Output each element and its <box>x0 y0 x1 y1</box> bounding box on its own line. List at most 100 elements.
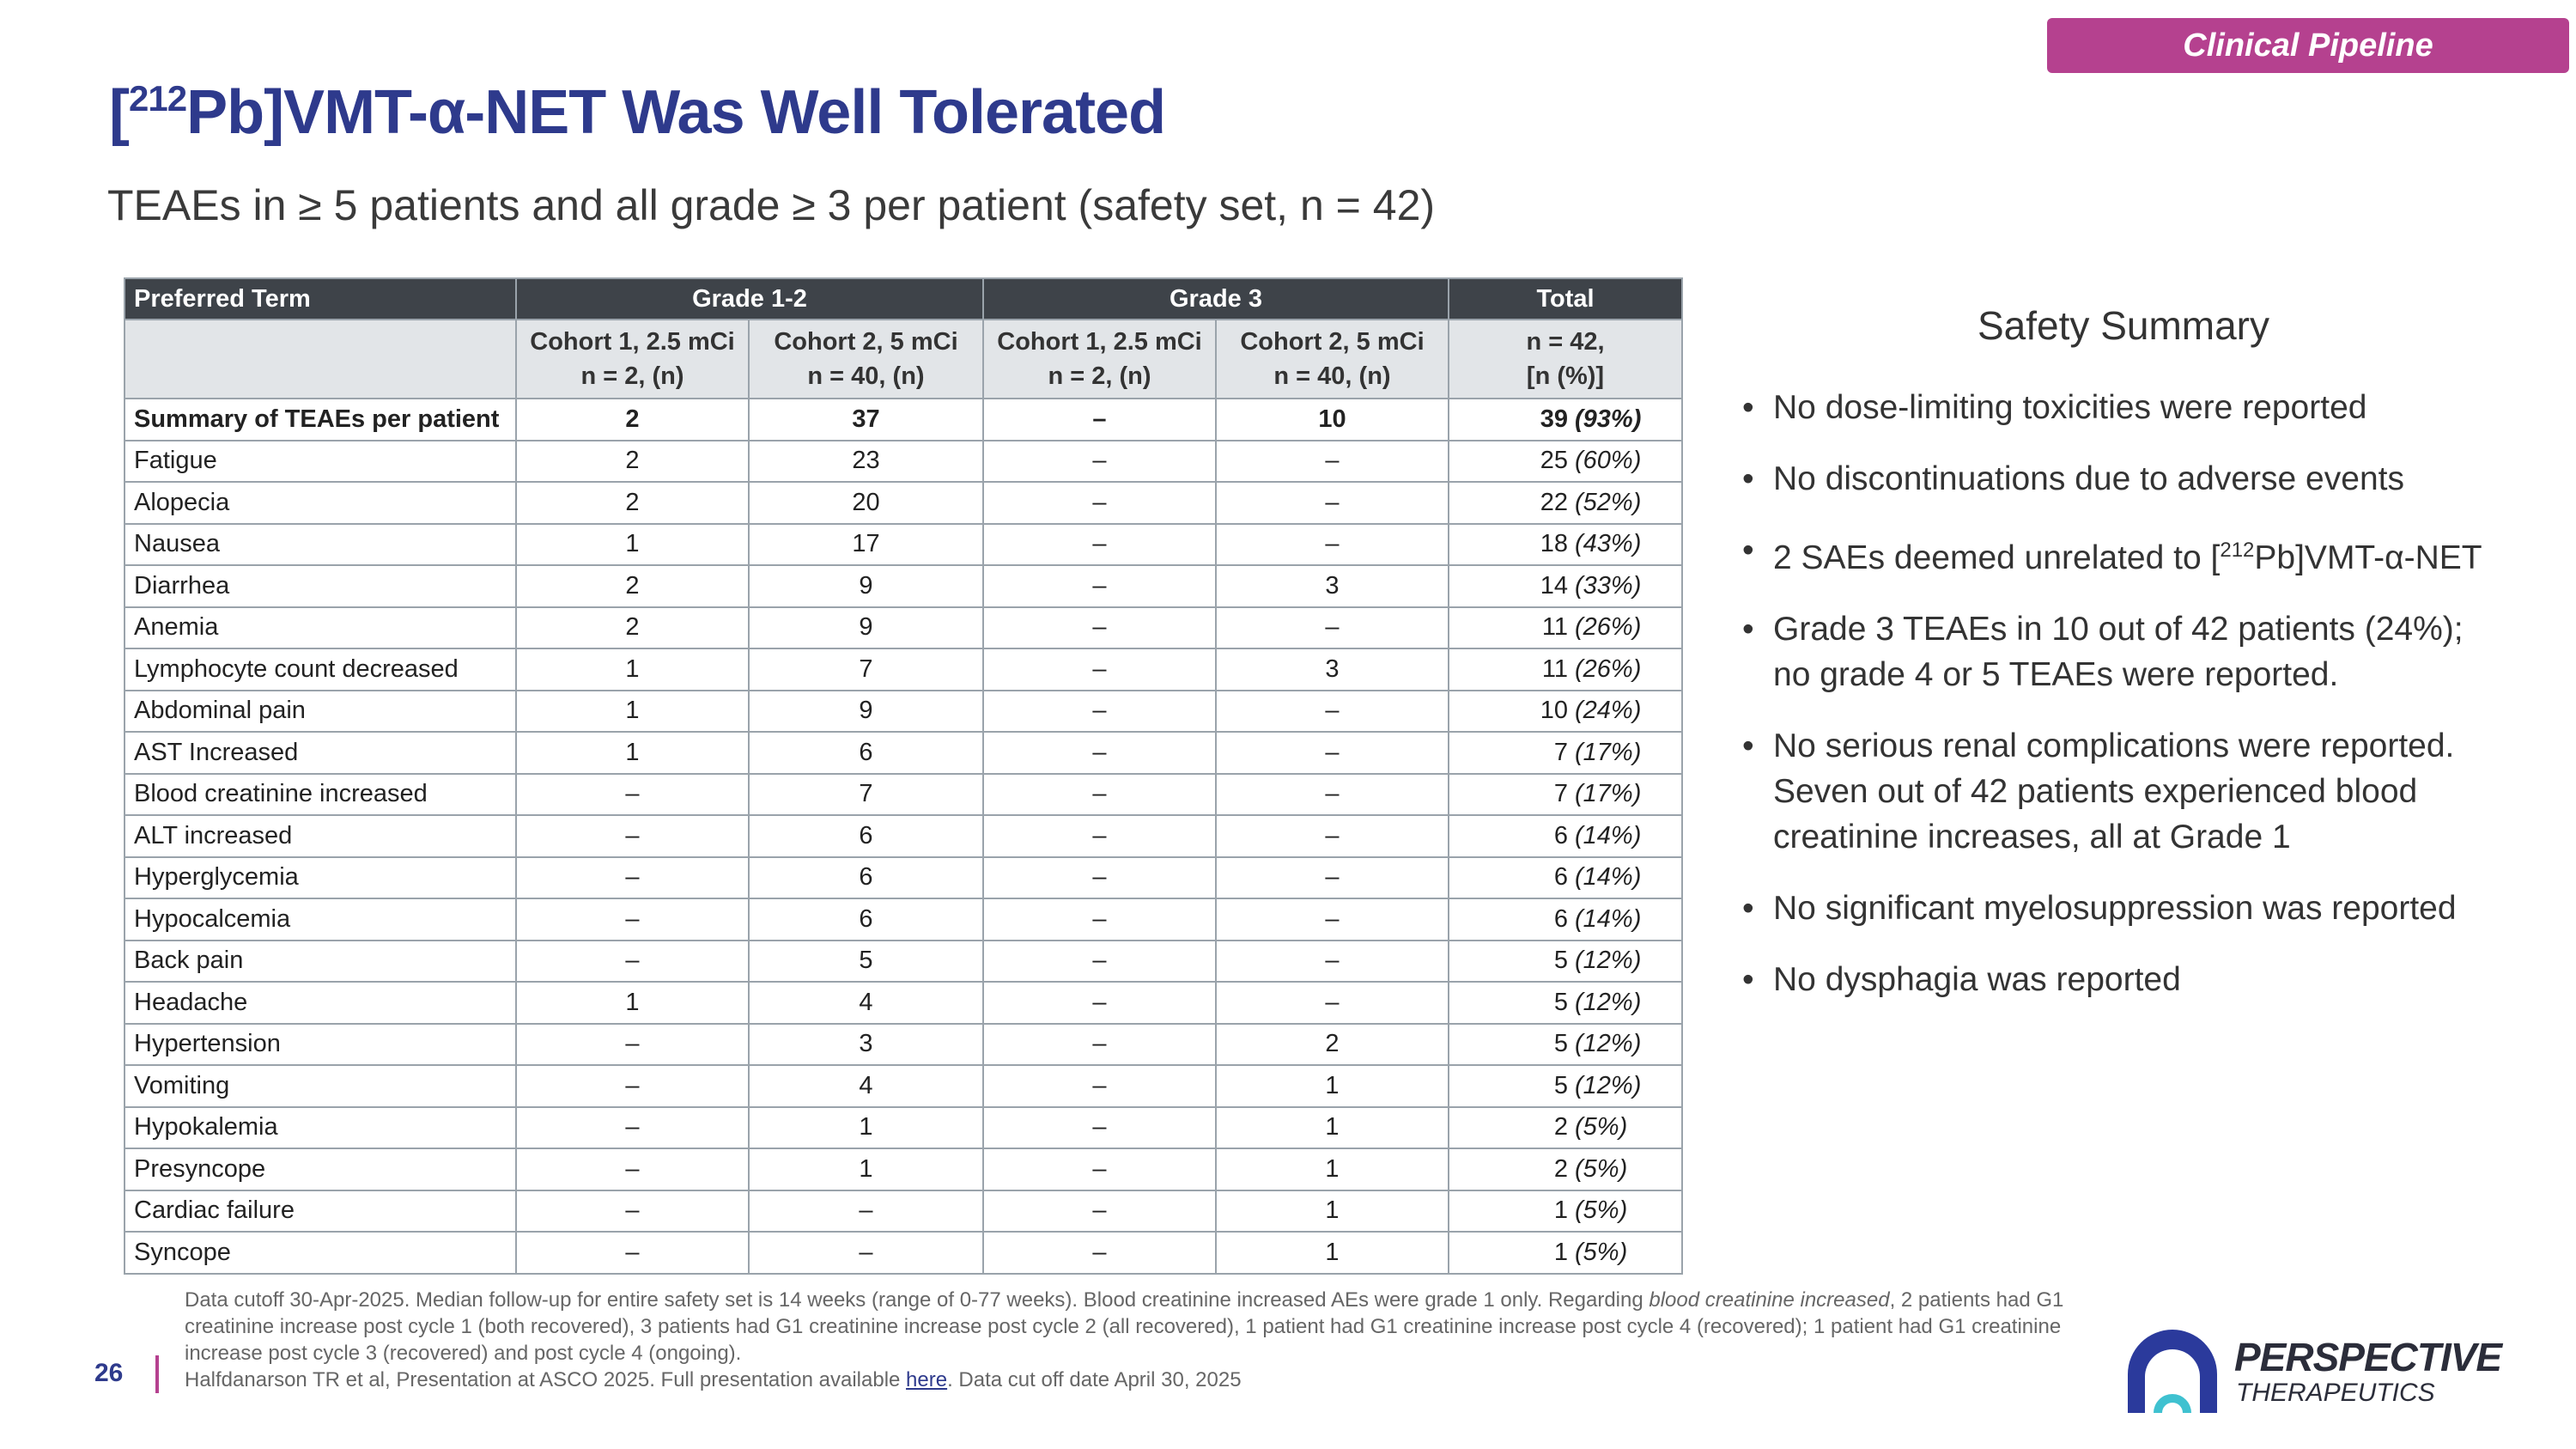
cell-total: 7 (17%) <box>1448 731 1683 775</box>
cell-value: 2 <box>515 398 750 441</box>
cell-total: 6 (14%) <box>1448 855 1683 899</box>
table-row: Back pain –5– –5 (12%) <box>124 939 1683 983</box>
cell-value: 37 <box>748 398 984 441</box>
cell-value: – <box>982 731 1217 775</box>
logo-subtext: THERAPEUTICS <box>2236 1379 2435 1407</box>
cell-value: 6 <box>748 731 984 775</box>
cell-term: Fatigue <box>124 439 517 483</box>
cell-value: – <box>982 648 1217 691</box>
cell-value: – <box>982 1064 1217 1108</box>
cell-value: 17 <box>748 522 984 566</box>
cell-value: – <box>515 1189 750 1233</box>
cell-value: 9 <box>748 689 984 733</box>
cell-value: – <box>982 398 1217 441</box>
cell-term: Hypokalemia <box>124 1105 517 1149</box>
cell-value: – <box>515 1231 750 1275</box>
footnote: Data cutoff 30-Apr-2025. Median follow-u… <box>185 1288 2064 1391</box>
cell-term: Headache <box>124 981 517 1025</box>
table-row: Nausea 1 17– –18 (43%) <box>124 522 1683 566</box>
cell-value: 6 <box>748 814 984 858</box>
cell-value: – <box>982 522 1217 566</box>
cell-term: Diarrhea <box>124 564 517 608</box>
cell-value: 5 <box>748 939 984 983</box>
table-row: Syncope – – –1 1 (5%) <box>124 1231 1683 1275</box>
table-row: Summary of TEAEs per patient 2 37–10 39 (93%… <box>124 398 1683 441</box>
safety-summary-title: Safety Summary <box>1978 303 2269 348</box>
cell-total: 5 (12%) <box>1448 1064 1683 1108</box>
cell-total: 5 (12%) <box>1448 1022 1683 1066</box>
table-row: Hypertension –3–2 5 (12%) <box>124 1022 1683 1066</box>
cell-value: – <box>515 939 750 983</box>
logo-wordmark: PERSPECTIVE <box>2234 1335 2502 1379</box>
cell-value: – <box>1215 855 1449 899</box>
cell-value: – <box>1215 439 1449 483</box>
cell-value: 1 <box>515 648 750 691</box>
subheader-total: n = 42, [n (%)] <box>1448 319 1683 399</box>
cell-value: – <box>982 814 1217 858</box>
cell-value: 7 <box>748 648 984 691</box>
cell-value: – <box>1215 939 1449 983</box>
presentation-link[interactable]: here <box>906 1368 948 1391</box>
cell-value: – <box>982 981 1217 1025</box>
cell-total: 7 (17%) <box>1448 772 1683 816</box>
cell-value: 2 <box>515 439 750 483</box>
cell-value: 4 <box>748 981 984 1025</box>
cell-value: – <box>1215 772 1449 816</box>
cell-total: 11 (26%) <box>1448 606 1683 649</box>
cell-total: 11 (26%) <box>1448 648 1683 691</box>
table-row: Anemia 2 9– –11 (26%) <box>124 606 1683 649</box>
cell-total: 6 (14%) <box>1448 814 1683 858</box>
header-preferred-term: Preferred Term <box>124 277 517 320</box>
cell-total: 2 (5%) <box>1448 1148 1683 1191</box>
cell-value: 1 <box>1215 1064 1449 1108</box>
cell-value: – <box>982 481 1217 525</box>
cell-term: Anemia <box>124 606 517 649</box>
cell-value: 6 <box>748 855 984 899</box>
cell-value: – <box>515 1064 750 1108</box>
cell-value: – <box>1215 814 1449 858</box>
cell-value: – <box>982 439 1217 483</box>
cell-total: 1 (5%) <box>1448 1231 1683 1275</box>
cell-value: 23 <box>748 439 984 483</box>
cell-value: – <box>515 898 750 941</box>
cell-value: – <box>515 1148 750 1191</box>
logo-mark-icon <box>2128 1330 2217 1413</box>
cell-total: 10 (24%) <box>1448 689 1683 733</box>
cell-value: 2 <box>515 564 750 608</box>
subheader-empty <box>124 319 517 399</box>
list-item: No discontinuations due to adverse event… <box>1742 456 2532 502</box>
cell-value: – <box>1215 731 1449 775</box>
cell-term: AST Increased <box>124 731 517 775</box>
cell-term: Presyncope <box>124 1148 517 1191</box>
cell-value: – <box>748 1189 984 1233</box>
cell-value: – <box>1215 606 1449 649</box>
cell-value: – <box>1215 481 1449 525</box>
cell-value: – <box>982 689 1217 733</box>
cell-value: – <box>748 1231 984 1275</box>
cell-total: 5 (12%) <box>1448 939 1683 983</box>
cell-value: – <box>1215 689 1449 733</box>
cell-value: 1 <box>515 522 750 566</box>
section-badge: Clinical Pipeline <box>2047 18 2569 73</box>
cell-value: 1 <box>515 981 750 1025</box>
cell-term: Vomiting <box>124 1064 517 1108</box>
table-row: Hypokalemia –1–1 2 (5%) <box>124 1105 1683 1149</box>
cell-value: 2 <box>1215 1022 1449 1066</box>
cell-value: 2 <box>515 606 750 649</box>
cell-value: – <box>982 1231 1217 1275</box>
table-row: Hyperglycemia –6– –6 (14%) <box>124 855 1683 899</box>
list-item: No dose-limiting toxicities were reporte… <box>1742 385 2532 430</box>
page-number: 26 <box>94 1359 124 1387</box>
cell-value: – <box>1215 898 1449 941</box>
cell-value: – <box>982 1148 1217 1191</box>
divider <box>155 1355 159 1393</box>
cell-value: 1 <box>1215 1105 1449 1149</box>
cell-total: 2 (5%) <box>1448 1105 1683 1149</box>
cell-value: 6 <box>748 898 984 941</box>
page-title: [212Pb]VMT-α-NET Was Well Tolerated <box>109 78 1166 147</box>
cell-value: – <box>982 1105 1217 1149</box>
table-row: Headache 1 4– –5 (12%) <box>124 981 1683 1025</box>
list-item: Grade 3 TEAEs in 10 out of 42 patients (… <box>1742 606 2481 697</box>
cell-term: Hypertension <box>124 1022 517 1066</box>
cell-value: 3 <box>748 1022 984 1066</box>
